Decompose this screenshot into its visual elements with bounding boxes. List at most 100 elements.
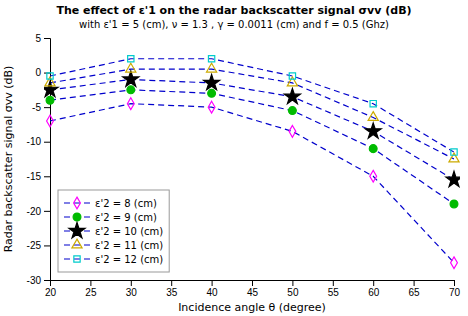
y-axis-title: Radar backscatter signal σvv (dB) bbox=[2, 66, 15, 253]
point bbox=[127, 86, 135, 94]
tick-label: -5 bbox=[32, 102, 41, 113]
subtitle: with ε'1 = 5 (cm), ν = 1.3 , γ = 0.0011 … bbox=[79, 19, 389, 30]
tick-mark bbox=[373, 280, 374, 286]
tick-label: 40 bbox=[207, 287, 219, 298]
point bbox=[208, 56, 214, 62]
tick-label: -20 bbox=[27, 206, 42, 217]
legend-swatch bbox=[64, 258, 90, 259]
point bbox=[208, 89, 216, 97]
tick-mark bbox=[414, 280, 415, 286]
tick-label: -30 bbox=[27, 275, 42, 286]
tick-mark bbox=[171, 280, 172, 286]
tick-mark bbox=[44, 107, 50, 108]
tick-label: -25 bbox=[27, 240, 42, 251]
tick: 35 bbox=[166, 280, 178, 298]
tick-label: 30 bbox=[126, 287, 138, 298]
tick: 40 bbox=[207, 280, 219, 298]
legend-swatch bbox=[64, 244, 90, 245]
tick-label: 45 bbox=[247, 287, 259, 298]
point bbox=[207, 63, 217, 72]
tick-mark bbox=[44, 211, 50, 212]
tick: 20 bbox=[45, 280, 57, 298]
tick: -25 bbox=[27, 240, 50, 251]
axis-line bbox=[51, 281, 455, 287]
tick-label: 65 bbox=[409, 287, 421, 298]
point bbox=[47, 73, 53, 79]
tick-label: 20 bbox=[45, 287, 57, 298]
tick-label: 0 bbox=[35, 67, 41, 78]
tick-mark bbox=[90, 280, 91, 286]
tick: 60 bbox=[368, 280, 380, 298]
legend-swatch bbox=[64, 202, 90, 203]
tick-mark bbox=[212, 280, 213, 286]
tick: 55 bbox=[328, 280, 340, 298]
tick-label: 5 bbox=[35, 33, 41, 44]
tick-mark bbox=[44, 142, 50, 143]
point bbox=[450, 200, 458, 208]
chart: 20 25 30 35 40 45 50 55 60 65 70 -30 -25 -20 -15 -10 -5 0… bbox=[0, 0, 468, 316]
tick: -20 bbox=[27, 206, 50, 217]
tick-label: 25 bbox=[85, 287, 97, 298]
tick: 70 bbox=[449, 280, 461, 298]
tick-label: 35 bbox=[166, 287, 178, 298]
tick-mark bbox=[44, 38, 50, 39]
series-line bbox=[50, 90, 454, 204]
tick-mark bbox=[44, 245, 50, 246]
series-line bbox=[50, 79, 454, 179]
point bbox=[123, 71, 139, 86]
legend-box bbox=[58, 190, 169, 272]
tick-mark bbox=[44, 176, 50, 177]
legend-label: ε'2 = 12 (cm) bbox=[95, 254, 163, 265]
point bbox=[128, 56, 134, 62]
point bbox=[446, 171, 460, 186]
tick-label: 50 bbox=[287, 287, 299, 298]
tick: 30 bbox=[126, 280, 138, 298]
tick-label: 55 bbox=[328, 287, 340, 298]
tick-label: -10 bbox=[27, 136, 42, 147]
legend-label: ε'2 = 11 (cm) bbox=[95, 240, 163, 251]
point bbox=[127, 98, 134, 110]
legend-marker bbox=[74, 256, 80, 262]
point bbox=[288, 107, 296, 115]
tick: -15 bbox=[27, 171, 50, 182]
tick-label: -15 bbox=[27, 171, 42, 182]
point bbox=[208, 101, 215, 113]
point bbox=[369, 145, 377, 153]
title: The effect of ε'1 on the radar backscatt… bbox=[56, 4, 411, 17]
legend: ε'2 = 8 (cm)ε'2 = 9 (cm)ε'2 = 10 (cm)ε'2… bbox=[58, 190, 169, 272]
point bbox=[289, 73, 295, 79]
tick-mark bbox=[131, 280, 132, 286]
x-axis: 20 25 30 35 40 45 50 55 60 65 70 bbox=[45, 280, 461, 298]
tick: -10 bbox=[27, 136, 50, 147]
point bbox=[204, 75, 220, 90]
point bbox=[368, 112, 378, 121]
tick: -30 bbox=[27, 275, 50, 286]
point bbox=[46, 96, 54, 104]
y-axis: -30 -25 -20 -15 -10 -5 0 5 bbox=[27, 33, 51, 286]
legend-marker bbox=[69, 223, 85, 238]
tick: 5 bbox=[35, 33, 50, 44]
series-line bbox=[50, 69, 454, 159]
tick: 45 bbox=[247, 280, 259, 298]
series-line bbox=[50, 59, 454, 152]
tick: 65 bbox=[409, 280, 421, 298]
tick-mark bbox=[333, 280, 334, 286]
point bbox=[365, 123, 381, 138]
plot-area bbox=[50, 59, 454, 263]
tick: 25 bbox=[85, 280, 97, 298]
point bbox=[47, 115, 54, 127]
legend-label: ε'2 = 8 (cm) bbox=[95, 198, 157, 209]
point bbox=[370, 101, 376, 107]
point bbox=[126, 63, 136, 72]
point bbox=[284, 88, 300, 103]
tick-mark bbox=[252, 280, 253, 286]
point bbox=[370, 170, 377, 182]
tick-mark bbox=[44, 280, 50, 281]
legend-marker bbox=[74, 197, 81, 209]
legend-label: ε'2 = 9 (cm) bbox=[95, 212, 157, 223]
tick-label: 60 bbox=[368, 287, 380, 298]
point bbox=[451, 149, 457, 155]
legend-marker bbox=[73, 213, 81, 221]
point bbox=[289, 125, 296, 137]
tick-label: 70 bbox=[449, 287, 461, 298]
